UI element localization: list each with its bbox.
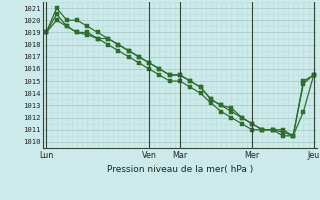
X-axis label: Pression niveau de la mer( hPa ): Pression niveau de la mer( hPa ) — [107, 165, 253, 174]
